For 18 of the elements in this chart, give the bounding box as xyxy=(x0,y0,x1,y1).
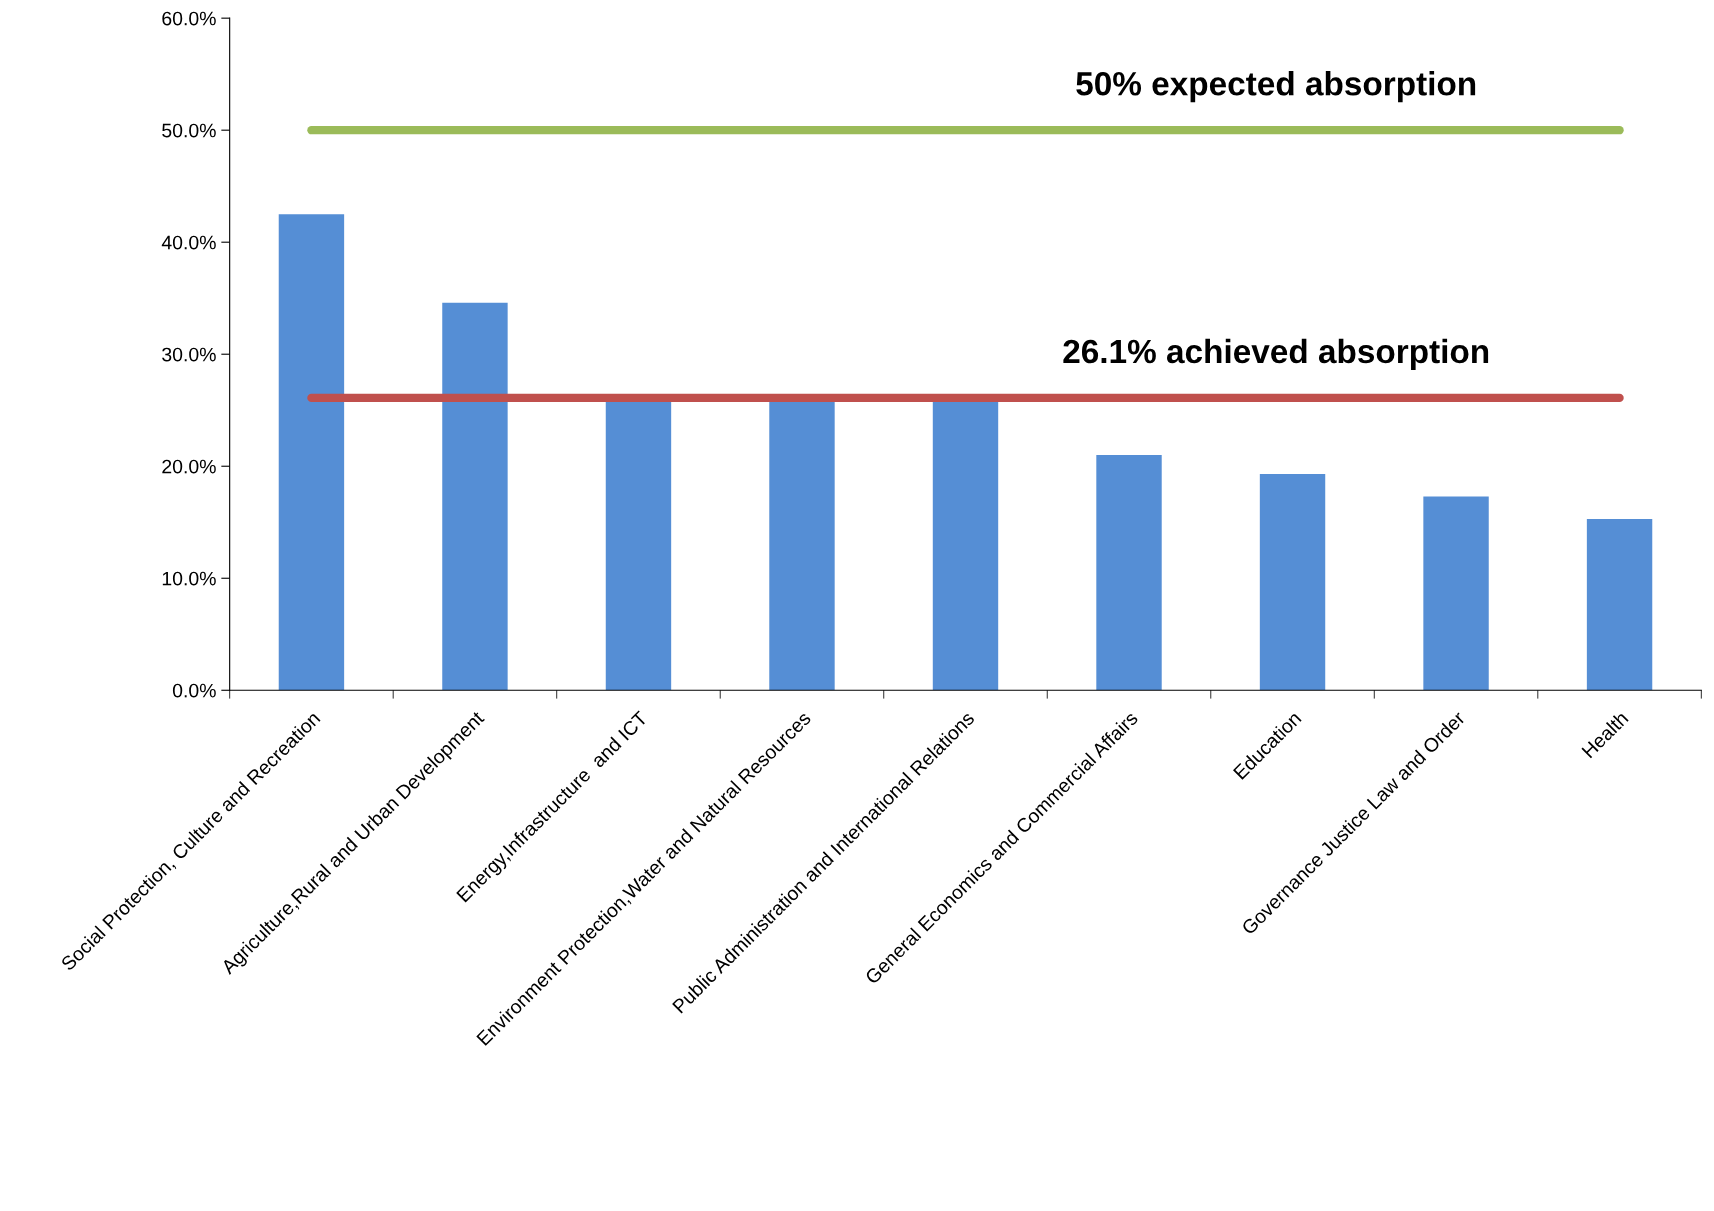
bar xyxy=(769,399,835,691)
bar xyxy=(278,214,345,691)
y-tick-label: 60.0% xyxy=(162,11,216,26)
y-tick-label: 10.0% xyxy=(162,571,216,586)
ref-line-label: 26.1% achieved absorption xyxy=(1063,338,1489,370)
bar xyxy=(932,399,999,691)
bar xyxy=(605,399,672,691)
ref-line-label: 50% expected absorption xyxy=(1076,71,1476,103)
y-tick-label: 20.0% xyxy=(162,459,216,474)
y-tick-label: 30.0% xyxy=(162,347,216,362)
bar xyxy=(1423,496,1489,691)
bar xyxy=(1259,474,1326,691)
y-tick-label: 40.0% xyxy=(161,235,216,250)
bar xyxy=(1096,455,1162,691)
y-tick-label: 0.0% xyxy=(172,683,216,698)
y-tick-label: 50.0% xyxy=(162,123,216,138)
bar xyxy=(442,302,508,691)
bar xyxy=(1586,518,1653,691)
